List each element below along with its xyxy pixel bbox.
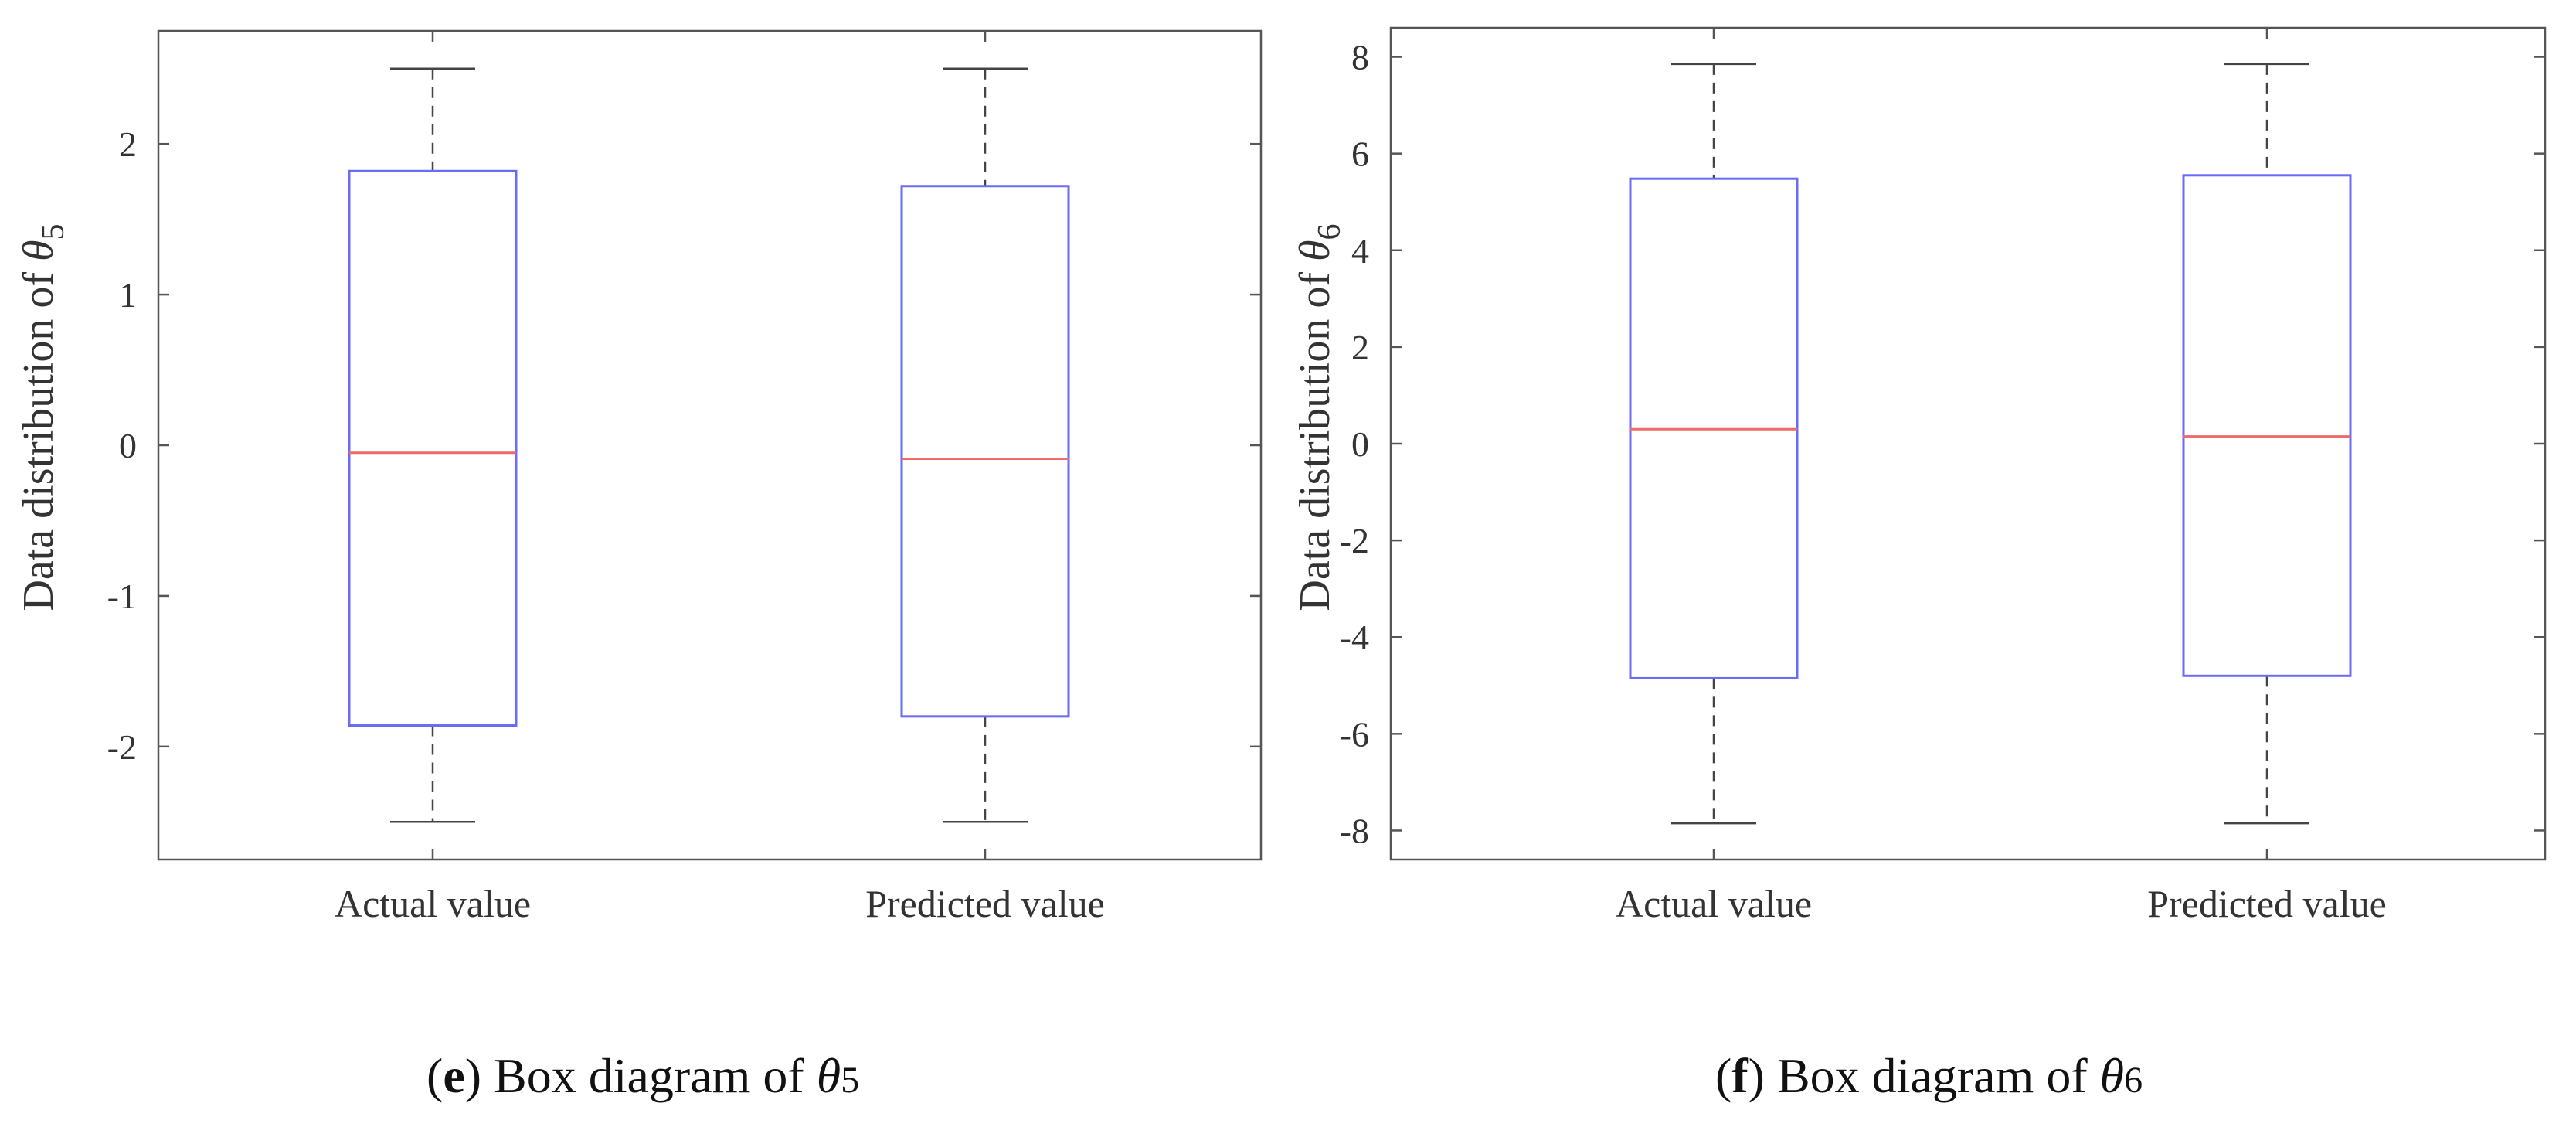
caption-label: e — [443, 1048, 465, 1103]
caption-text: Box diagram of — [1776, 1048, 2100, 1103]
y-tick-label: -2 — [1340, 521, 1369, 560]
y-tick-label: 1 — [119, 275, 137, 315]
box-actual — [1629, 63, 1799, 825]
y-tick-label: -8 — [1340, 811, 1369, 850]
y-tick-label: 2 — [119, 124, 137, 164]
caption-e: (e) Box diagram of θ5 — [427, 1048, 860, 1103]
chart-theta5: -2 -1 0 1 2 Actual value Predicted value Data d… — [15, 29, 1263, 925]
x-category-label: Actual value — [335, 882, 531, 925]
caption-subscript: 5 — [841, 1060, 860, 1101]
x-category-label: Predicted value — [2147, 882, 2387, 925]
y-axis-label-text: Data distribution of — [15, 261, 63, 611]
y-axis-label-text: Data distribution of — [1291, 261, 1339, 611]
plot-frame — [157, 29, 1263, 861]
interquartile-box — [2182, 174, 2352, 677]
caption-symbol: θ — [2099, 1048, 2125, 1103]
y-tick-label: 0 — [1351, 424, 1369, 464]
y-axis-label-subscript: 6 — [1312, 223, 1347, 240]
y-axis-label-subscript: 5 — [36, 223, 71, 240]
interquartile-box — [900, 185, 1070, 718]
y-tick-label: 0 — [119, 426, 137, 465]
caption-f: (f) Box diagram of θ6 — [1715, 1048, 2143, 1103]
plot-frame — [1389, 26, 2547, 861]
box-predicted — [2182, 63, 2352, 825]
interquartile-box — [348, 169, 518, 727]
y-tick-label: 6 — [1351, 134, 1369, 174]
caption-subscript: 6 — [2124, 1060, 2143, 1101]
caption-label: f — [1731, 1048, 1748, 1103]
y-tick-label: 8 — [1351, 38, 1369, 77]
y-axis-label-symbol: θ — [1291, 240, 1339, 261]
y-tick-label: 2 — [1351, 328, 1369, 367]
y-tick-label: -1 — [107, 577, 137, 616]
y-tick-label: 4 — [1351, 231, 1369, 271]
box-actual — [348, 67, 518, 823]
y-axis-label-symbol: θ — [15, 240, 63, 261]
caption-symbol: θ — [816, 1048, 841, 1103]
box-predicted — [900, 67, 1070, 823]
y-axis-label: Data distribution of θ5 — [15, 223, 71, 611]
y-tick-label: -2 — [107, 727, 137, 767]
caption-text: Box diagram of — [494, 1048, 817, 1103]
y-axis-label: Data distribution of θ6 — [1291, 223, 1347, 611]
x-category-label: Predicted value — [865, 882, 1105, 925]
y-tick-label: -4 — [1340, 618, 1369, 657]
x-category-label: Actual value — [1616, 882, 1812, 925]
y-tick-label: -6 — [1340, 714, 1369, 754]
